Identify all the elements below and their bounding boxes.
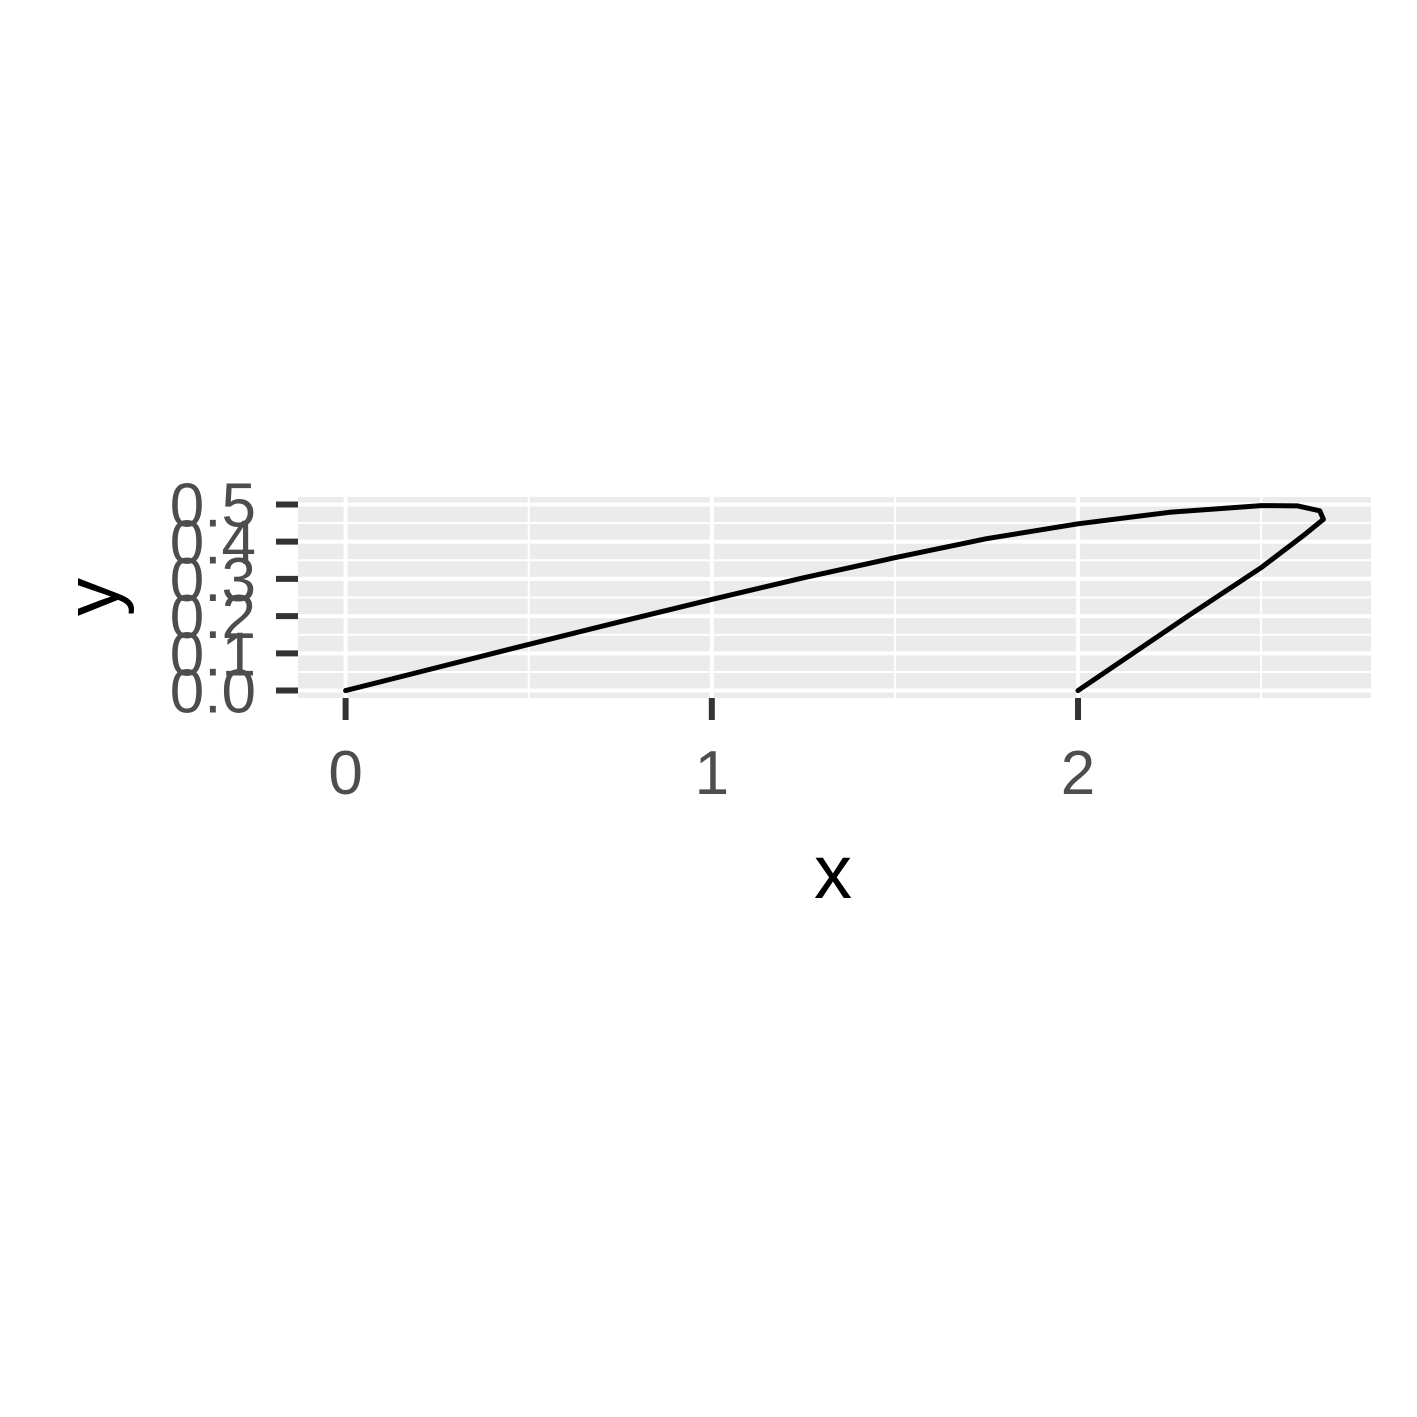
x-axis-title: x [814, 830, 852, 915]
x-tick-label: 1 [695, 739, 729, 808]
x-tick-label: 0 [328, 739, 362, 808]
y-axis: 0.00.10.20.30.40.5 [170, 471, 298, 727]
y-tick-label: 0.2 [170, 583, 256, 652]
series-layer [343, 503, 1326, 694]
x-axis: 0 1 2 [328, 698, 1095, 808]
major-gridlines [298, 497, 1371, 698]
y-axis-title: y [50, 578, 135, 616]
y-tick-label: 0.5 [170, 471, 256, 540]
y-tick-label: 0.3 [170, 546, 256, 615]
series-line [343, 503, 1326, 694]
x-tick-label: 2 [1061, 739, 1095, 808]
y-tick-label: 0.0 [170, 658, 256, 727]
minor-gridlines [298, 497, 1371, 698]
y-tick-label: 0.4 [170, 509, 256, 578]
y-tick-label: 0.1 [170, 620, 256, 689]
